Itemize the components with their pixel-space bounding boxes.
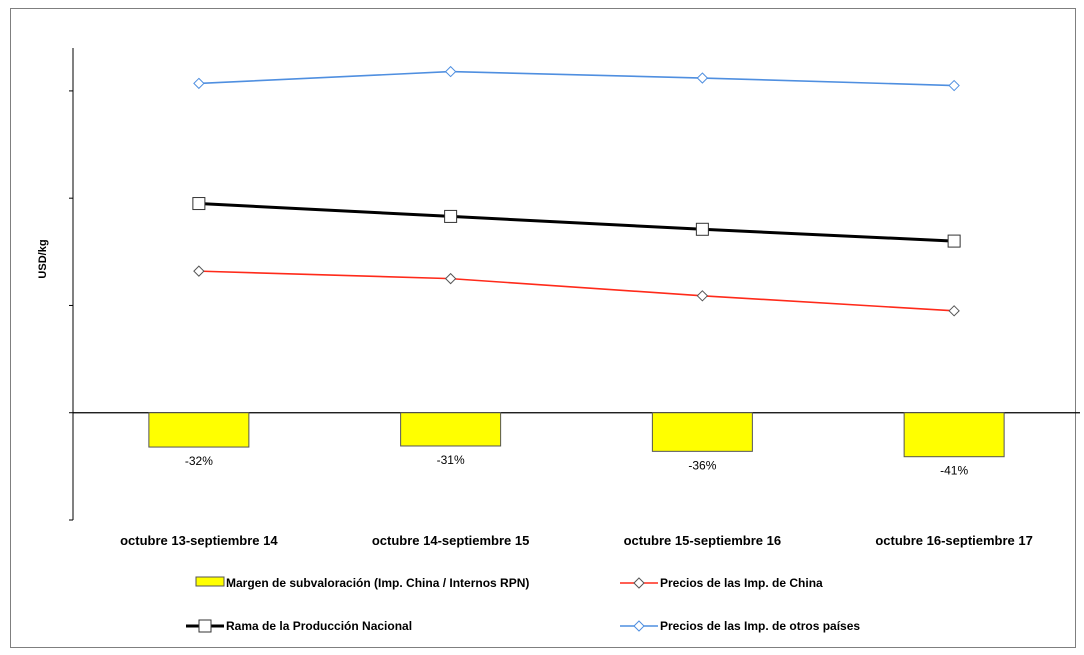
chart-frame bbox=[10, 8, 1076, 648]
legend-label-2: Rama de la Producción Nacional bbox=[226, 619, 412, 633]
series-0-point-1 bbox=[444, 272, 457, 285]
labels: octubre 13-septiembre 14 octubre 14-septi… bbox=[120, 453, 1033, 548]
bar-2 bbox=[651, 412, 753, 452]
legend-item-2: Rama de la Producción Nacional bbox=[186, 619, 412, 633]
series-2-point-3 bbox=[948, 79, 960, 92]
series-0-point-2 bbox=[696, 290, 709, 302]
series-1-point-2 bbox=[695, 222, 709, 236]
x-tick-label-1: octubre 14-septiembre 15 bbox=[372, 533, 530, 548]
legend-label-0: Margen de subvaloración (Imp. China / In… bbox=[226, 576, 529, 590]
series-1-point-3 bbox=[947, 234, 961, 248]
y-axis-label: USD/kg bbox=[37, 239, 49, 278]
series-line-2 bbox=[198, 70, 955, 87]
series-2-point-2 bbox=[696, 72, 709, 84]
legend: Margen de subvaloración (Imp. China / In… bbox=[186, 576, 860, 633]
legend-item-3: Precios de las Imp. de otros países bbox=[620, 619, 860, 633]
bar-1 bbox=[400, 412, 502, 447]
legend-label-1: Precios de las Imp. de China bbox=[660, 576, 823, 590]
x-tick-label-3: octubre 16-septiembre 17 bbox=[875, 533, 1033, 548]
x-tick-label-2: octubre 15-septiembre 16 bbox=[624, 533, 782, 548]
bar-3 bbox=[903, 412, 1005, 458]
bar-label-2: -36% bbox=[688, 458, 716, 472]
series-0 bbox=[193, 265, 960, 317]
series-0-point-0 bbox=[193, 265, 205, 277]
bar-label-3: -41% bbox=[940, 464, 968, 478]
series-1-point-1 bbox=[444, 209, 458, 223]
bars bbox=[148, 412, 1005, 458]
series-2 bbox=[193, 65, 960, 92]
series-1-point-0 bbox=[192, 197, 206, 211]
series-line-1 bbox=[198, 202, 955, 243]
series-2-point-0 bbox=[193, 77, 205, 90]
series-2-point-1 bbox=[444, 65, 457, 78]
legend-label-3: Precios de las Imp. de otros países bbox=[660, 619, 860, 633]
bar-0 bbox=[148, 412, 250, 448]
legend-marker-3 bbox=[633, 620, 645, 632]
legend-item-0: Margen de subvaloración (Imp. China / In… bbox=[195, 576, 529, 590]
series-1 bbox=[192, 197, 961, 248]
series-line-0 bbox=[198, 270, 955, 312]
bar-label-1: -31% bbox=[437, 453, 465, 467]
x-tick-label-0: octubre 13-septiembre 14 bbox=[120, 533, 278, 548]
lines bbox=[192, 65, 961, 317]
legend-marker-1 bbox=[633, 577, 645, 589]
legend-item-1: Precios de las Imp. de China bbox=[620, 576, 823, 590]
legend-marker-2 bbox=[198, 619, 212, 633]
legend-swatch-0 bbox=[195, 576, 225, 587]
bar-label-0: -32% bbox=[185, 454, 213, 468]
series-0-point-3 bbox=[948, 305, 960, 317]
